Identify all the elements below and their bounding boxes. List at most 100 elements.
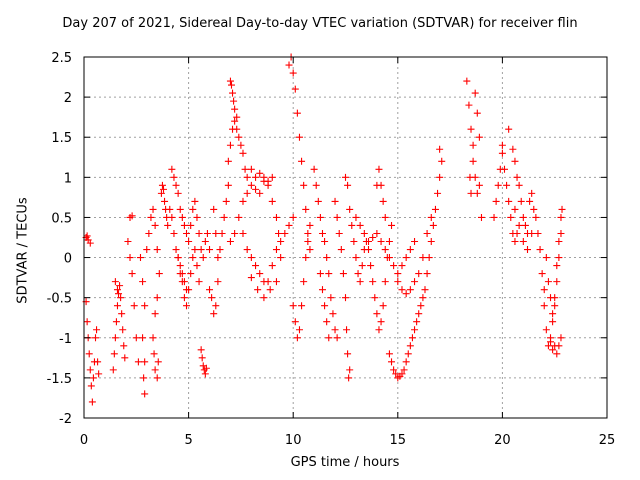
data-point (176, 262, 184, 270)
data-point (119, 326, 127, 334)
data-point (197, 346, 205, 354)
data-point (295, 326, 303, 334)
data-point (316, 213, 324, 221)
data-point (310, 165, 318, 173)
data-point (555, 342, 563, 350)
data-point (116, 282, 124, 290)
data-point (408, 334, 416, 342)
data-point (231, 105, 239, 113)
data-point (542, 326, 550, 334)
data-point (151, 310, 159, 318)
data-point (318, 286, 326, 294)
data-point (206, 286, 214, 294)
data-point (256, 169, 264, 177)
data-point (289, 302, 297, 310)
data-point (321, 302, 329, 310)
data-point (519, 213, 527, 221)
data-point (312, 181, 320, 189)
data-point (111, 278, 119, 286)
data-point (134, 358, 142, 366)
x-tick-label: 0 (80, 433, 88, 448)
data-point (266, 286, 274, 294)
data-point (247, 181, 255, 189)
data-point (377, 238, 385, 246)
data-point (272, 246, 280, 254)
data-point (252, 185, 260, 193)
data-point (139, 334, 147, 342)
data-point (210, 205, 218, 213)
data-point (268, 262, 276, 270)
y-tick-label: -1.5 (47, 372, 72, 387)
data-point (141, 302, 149, 310)
data-point (111, 334, 119, 342)
data-point (524, 246, 532, 254)
data-point (174, 254, 182, 262)
data-point (212, 302, 220, 310)
data-point (348, 221, 356, 229)
data-point (511, 205, 519, 213)
data-point (513, 229, 521, 237)
data-point (392, 370, 400, 378)
data-point (333, 334, 341, 342)
data-point (390, 262, 398, 270)
data-point (398, 370, 406, 378)
data-point (381, 278, 389, 286)
data-point (199, 254, 207, 262)
data-point (429, 221, 437, 229)
y-axis-label: SDTVAR / TECUs (15, 197, 31, 304)
data-point (166, 205, 174, 213)
data-point (164, 221, 172, 229)
data-point (434, 189, 442, 197)
data-point (153, 246, 161, 254)
data-point (385, 350, 393, 358)
data-point (298, 302, 306, 310)
data-point (505, 125, 513, 133)
data-point (427, 238, 435, 246)
x-tick-label: 15 (390, 433, 407, 448)
data-point (402, 358, 410, 366)
data-point (463, 77, 471, 85)
data-point (306, 246, 314, 254)
data-point (551, 294, 559, 302)
y-tick-label: 2.5 (51, 51, 72, 66)
data-point (302, 254, 310, 262)
data-point (385, 238, 393, 246)
data-point (549, 310, 557, 318)
y-tick-label: -0.5 (47, 292, 72, 307)
data-point (553, 350, 561, 358)
data-point (247, 254, 255, 262)
x-tick-label: 25 (599, 433, 616, 448)
data-point (189, 254, 197, 262)
data-point (356, 278, 364, 286)
data-point (191, 197, 199, 205)
data-point (555, 254, 563, 262)
data-point (193, 262, 201, 270)
data-point (367, 262, 375, 270)
data-point (268, 197, 276, 205)
data-point (406, 286, 414, 294)
data-point (466, 173, 474, 181)
data-point (421, 286, 429, 294)
data-point (239, 197, 247, 205)
data-point (243, 173, 251, 181)
data-point (542, 254, 550, 262)
data-point (507, 213, 515, 221)
y-tick-label: -2 (59, 412, 72, 427)
y-tick-label: 0 (64, 252, 72, 267)
data-point (277, 238, 285, 246)
data-point (113, 302, 121, 310)
data-point (549, 346, 557, 354)
data-point (93, 326, 101, 334)
data-point (365, 238, 373, 246)
data-point (252, 173, 260, 181)
data-point (126, 254, 134, 262)
data-point (329, 310, 337, 318)
data-point (358, 262, 366, 270)
data-point (201, 370, 209, 378)
data-point (547, 338, 555, 346)
data-point (87, 382, 95, 390)
y-tick-label: 1.5 (51, 131, 72, 146)
data-point (224, 157, 232, 165)
data-point (327, 294, 335, 302)
data-point (304, 229, 312, 237)
